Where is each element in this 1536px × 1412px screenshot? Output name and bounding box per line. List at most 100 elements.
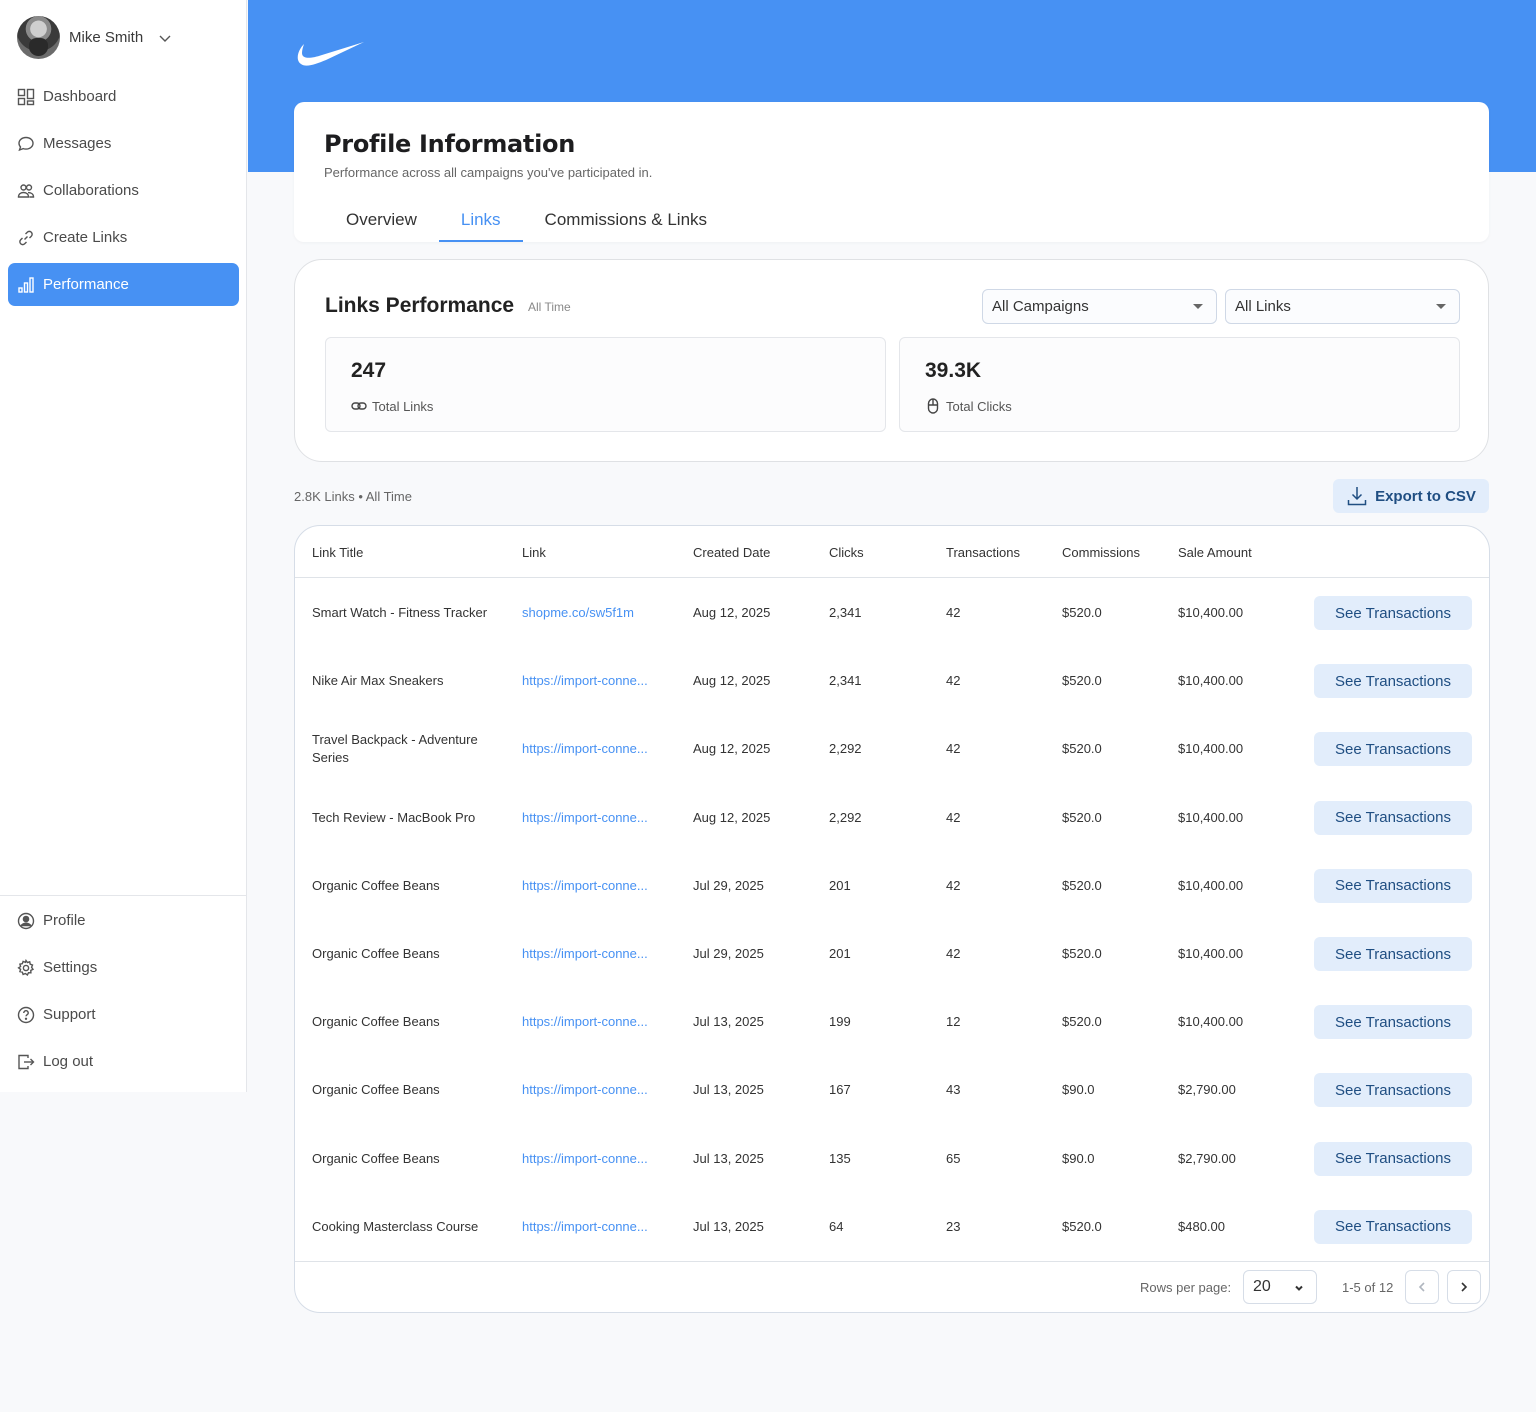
stat-label: Total Clicks	[946, 398, 1012, 414]
cell-clicks: 64	[829, 1218, 844, 1234]
tab-commissions-links[interactable]: Commissions & Links	[544, 210, 708, 229]
cell-transactions: 42	[946, 741, 961, 757]
rows-per-page-label: Rows per page:	[1140, 1280, 1232, 1295]
cell-link-title: Tech Review - MacBook Pro	[312, 809, 476, 825]
sidebar-item-label: Dashboard	[43, 88, 117, 105]
links-summary: 2.8K Links • All Time	[294, 489, 412, 504]
chat-icon	[18, 136, 34, 151]
cell-transactions: 23	[946, 1218, 961, 1234]
column-header-link: Link	[522, 545, 546, 560]
column-header-commissions: Commissions	[1062, 545, 1141, 560]
cell-created-date: Jul 29, 2025	[693, 877, 764, 893]
campaign-filter-select[interactable]: All Campaigns	[982, 289, 1217, 324]
table-pagination: Rows per page: 20 1-5 of 12	[295, 1261, 1489, 1312]
table-row: Organic Coffee Beans https://import-conne…	[295, 852, 1489, 920]
cell-created-date: Jul 13, 2025	[693, 1014, 764, 1030]
sidebar-bottom-nav: Profile Settings Support Log out	[8, 899, 239, 1087]
cell-clicks: 2,292	[829, 809, 862, 825]
cell-commissions: $520.0	[1062, 673, 1102, 689]
table-row: Organic Coffee Beans https://import-conne…	[295, 988, 1489, 1056]
cell-link-url[interactable]: shopme.co/sw5f1m	[522, 605, 634, 620]
cell-link-title: Travel Backpack - Adventure Series	[312, 732, 478, 766]
cell-link-url[interactable]: https://import-conne...	[522, 1218, 648, 1234]
see-transactions-button[interactable]: See Transactions	[1314, 1209, 1472, 1244]
cell-commissions: $520.0	[1062, 1014, 1102, 1030]
chevron-down-icon[interactable]	[158, 31, 172, 45]
column-header-clicks: Clicks	[829, 545, 864, 560]
stat-value: 39.3K	[925, 359, 982, 382]
see-transactions-button[interactable]: See Transactions	[1314, 937, 1472, 971]
chevron-left-icon	[1418, 1282, 1425, 1292]
cell-created-date: Aug 12, 2025	[693, 673, 771, 689]
chevron-right-icon	[1461, 1282, 1468, 1292]
cell-link-url[interactable]: https://import-conne...	[522, 877, 648, 893]
cell-link-url[interactable]: https://import-conne...	[522, 673, 648, 689]
cell-clicks: 2,341	[829, 605, 862, 620]
page-title: Profile Information	[324, 130, 575, 158]
see-transactions-button[interactable]: See Transactions	[1314, 800, 1472, 835]
sidebar-item-collaborations[interactable]: Collaborations	[8, 169, 239, 212]
sidebar-item-performance[interactable]: Performance	[8, 263, 239, 306]
see-transactions-button[interactable]: See Transactions	[1314, 1073, 1472, 1108]
tab-links[interactable]: Links	[438, 199, 523, 242]
cell-link-url[interactable]: https://import-conne...	[522, 946, 648, 961]
users-icon	[17, 183, 35, 198]
column-header-link-title: Link Title	[312, 545, 364, 560]
cell-commissions: $520.0	[1062, 741, 1102, 757]
see-transactions-button[interactable]: See Transactions	[1314, 1141, 1472, 1176]
see-transactions-button[interactable]: See Transactions	[1314, 664, 1472, 699]
logout-icon	[18, 1054, 35, 1069]
cell-link-title: Organic Coffee Beans	[312, 877, 440, 893]
sidebar-item-label: Settings	[43, 959, 98, 976]
cell-transactions: 42	[946, 809, 961, 825]
cell-link-url[interactable]: https://import-conne...	[522, 741, 648, 757]
campaign-filter-value: All Campaigns	[992, 298, 1089, 315]
links-performance-card: Links Performance All Time All Campaigns…	[294, 259, 1489, 462]
mouse-icon	[927, 398, 939, 414]
cell-clicks: 167	[829, 1082, 851, 1098]
cell-clicks: 2,341	[829, 673, 862, 689]
cell-link-url[interactable]: https://import-conne...	[522, 1082, 648, 1098]
cell-sale-amount: $2,790.00	[1178, 1082, 1236, 1098]
table-row: Tech Review - MacBook Pro https://import-…	[295, 784, 1489, 852]
cell-clicks: 199	[829, 1014, 851, 1030]
sidebar-item-settings[interactable]: Settings	[8, 946, 239, 989]
see-transactions-button[interactable]: See Transactions	[1314, 868, 1472, 903]
link-icon	[351, 402, 367, 410]
cell-transactions: 42	[946, 673, 961, 689]
sidebar-item-profile[interactable]: Profile	[8, 899, 239, 942]
cell-clicks: 2,292	[829, 741, 862, 757]
sidebar-item-dashboard[interactable]: Dashboard	[8, 75, 239, 118]
sidebar-item-create-links[interactable]: Create Links	[8, 216, 239, 259]
previous-page-button[interactable]	[1405, 1270, 1439, 1304]
caret-down-icon	[1193, 304, 1203, 309]
rows-per-page-select[interactable]: 20	[1243, 1270, 1317, 1304]
sidebar-item-label: Performance	[43, 276, 129, 293]
next-page-button[interactable]	[1447, 1270, 1481, 1304]
export-csv-label: Export to CSV	[1375, 487, 1476, 505]
user-menu[interactable]: Mike Smith	[17, 16, 172, 59]
stat-card-total-links: 247 Total Links	[325, 337, 886, 432]
download-icon	[1347, 487, 1367, 506]
see-transactions-button[interactable]: See Transactions	[1314, 596, 1472, 630]
links-filter-select[interactable]: All Links	[1225, 289, 1460, 324]
cell-link-url[interactable]: https://import-conne...	[522, 1150, 648, 1166]
gear-icon	[17, 958, 35, 976]
export-csv-button[interactable]: Export to CSV	[1333, 479, 1489, 513]
sidebar-item-label: Messages	[43, 135, 112, 152]
brand-logo-icon	[297, 42, 364, 66]
cell-created-date: Jul 13, 2025	[693, 1150, 764, 1166]
help-circle-icon	[17, 1006, 35, 1023]
user-name: Mike Smith	[69, 29, 144, 46]
cell-commissions: $90.0	[1062, 1082, 1095, 1098]
tab-overview[interactable]: Overview	[346, 210, 417, 229]
sidebar-item-logout[interactable]: Log out	[8, 1040, 239, 1083]
cell-sale-amount: $10,400.00	[1178, 741, 1244, 757]
cell-link-url[interactable]: https://import-conne...	[522, 809, 648, 825]
see-transactions-button[interactable]: See Transactions	[1314, 1005, 1472, 1040]
sidebar-item-messages[interactable]: Messages	[8, 122, 239, 165]
see-transactions-button[interactable]: See Transactions	[1314, 732, 1472, 767]
cell-link-url[interactable]: https://import-conne...	[522, 1014, 648, 1030]
cell-created-date: Aug 12, 2025	[693, 741, 771, 757]
sidebar-item-support[interactable]: Support	[8, 993, 239, 1036]
